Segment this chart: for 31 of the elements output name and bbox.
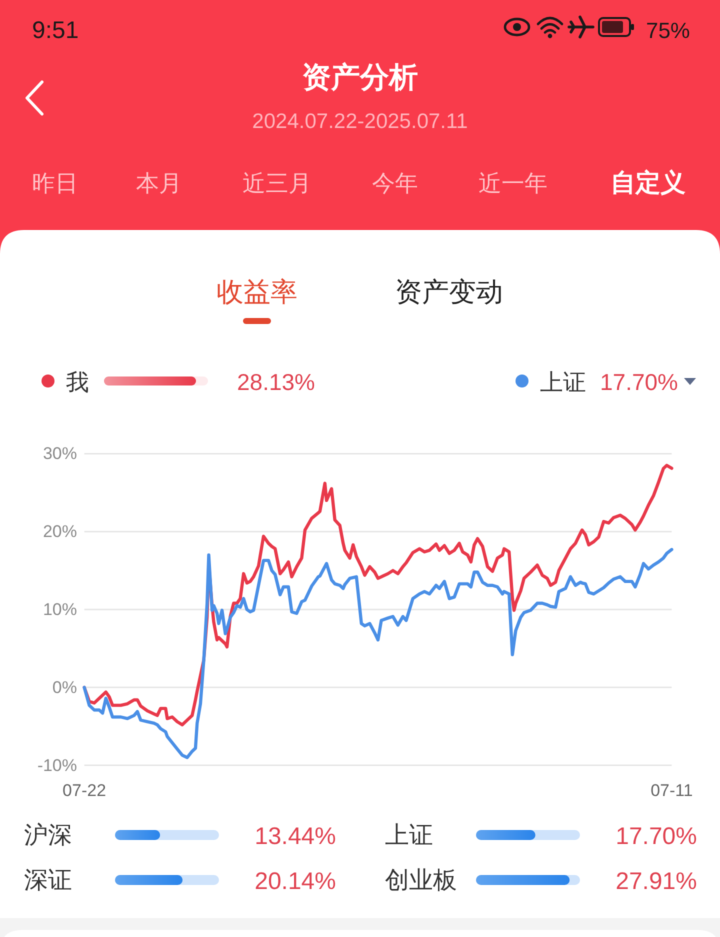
value-label: 27.91% xyxy=(616,868,697,895)
value-label: 13.44% xyxy=(254,823,336,850)
legend-label: 上证 xyxy=(540,369,586,395)
xtick-label: 07-11 xyxy=(650,781,693,800)
ytick-label: 0% xyxy=(52,678,77,697)
annotation: 昨日 xyxy=(32,170,78,196)
value-label: 17.70% xyxy=(616,823,697,850)
annotation: 资产变动 xyxy=(395,277,503,307)
annotation: 本月 xyxy=(136,170,182,196)
annotation: 今年 xyxy=(372,170,418,196)
annotation: 28.13% xyxy=(237,369,316,395)
annotation: 9:51 xyxy=(32,17,79,44)
category-label: 深证 xyxy=(24,867,72,894)
category-label: 沪深 xyxy=(24,822,72,849)
category-label: 创业板 xyxy=(385,867,457,894)
annotation: 自定义 xyxy=(610,169,686,197)
title: 资产分析 xyxy=(302,62,418,94)
ytick-label: 30% xyxy=(42,444,77,464)
xtick-label: 07-22 xyxy=(62,781,106,800)
ytick-label: 20% xyxy=(42,522,77,542)
category-label: 上证 xyxy=(385,822,433,849)
ytick-label: 10% xyxy=(42,600,77,619)
annotation: 近一年 xyxy=(478,170,548,196)
annotation: 近三月 xyxy=(242,170,312,196)
legend-label: 我 xyxy=(66,369,89,395)
ytick-label: -10% xyxy=(37,756,77,775)
annotation: 收益率 xyxy=(216,277,298,307)
subtitle: 2024.07.22-2025.07.11 xyxy=(252,110,468,133)
value-label: 20.14% xyxy=(254,868,336,895)
annotation: 17.70% xyxy=(600,369,678,395)
annotation: 75% xyxy=(646,18,690,43)
